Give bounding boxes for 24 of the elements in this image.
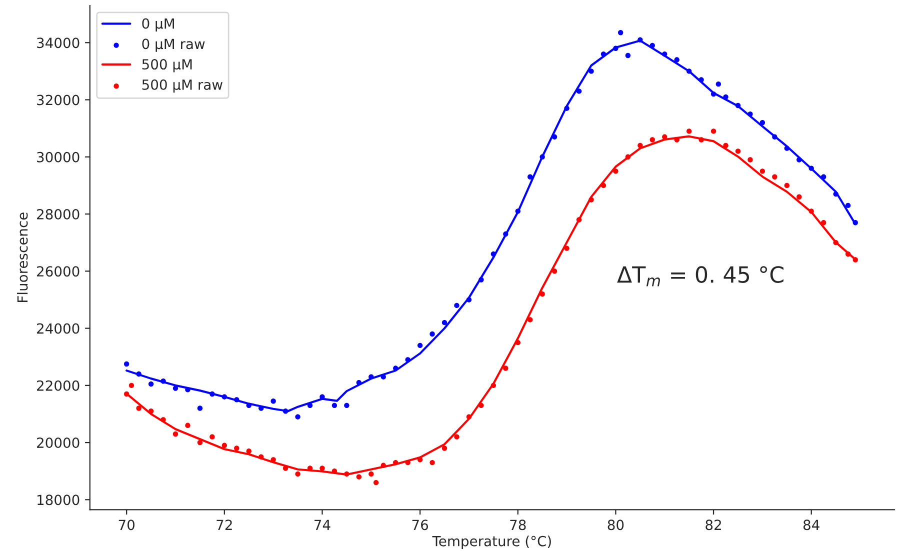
x-tick-label: 74: [314, 520, 330, 530]
x-tick-label: 80: [608, 520, 624, 530]
y-tick-label: 28000: [37, 209, 80, 220]
x-tick-label: 82: [706, 520, 721, 530]
y-tick-label: 22000: [37, 380, 80, 391]
y-tick-label: 32000: [37, 94, 80, 106]
y-tick-label: 18000: [38, 494, 80, 506]
x-tick-label: 72: [216, 520, 232, 530]
annotation: ΔT$_{m}$ = 0. 45 °C: [617, 266, 784, 286]
legend-label: 500 µM raw: [142, 79, 222, 93]
y-tick-label: 26000: [37, 266, 80, 277]
legend-label: 0 µM raw: [142, 38, 205, 52]
x-tick-label: 76: [412, 520, 428, 530]
y-tick-label: 34000: [37, 38, 80, 48]
x-tick-label: 70: [118, 520, 134, 530]
x-tick-label: 78: [510, 520, 526, 530]
x-axis-title: Temperature (°C): [432, 536, 551, 550]
y-tick-label: 24000: [37, 323, 80, 334]
x-tick-label: 84: [803, 520, 820, 530]
y-tick-label: 30000: [37, 152, 80, 162]
y-tick-label: 20000: [37, 438, 80, 448]
legend-label: 0 µM: [142, 18, 174, 32]
legend-label: 500 µM: [142, 59, 192, 72]
y-axis-title: Fluorescence: [16, 212, 28, 302]
